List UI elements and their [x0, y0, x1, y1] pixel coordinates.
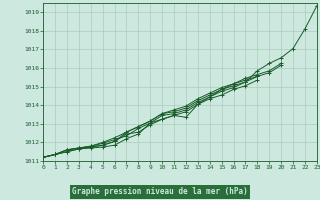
Text: Graphe pression niveau de la mer (hPa): Graphe pression niveau de la mer (hPa)	[72, 188, 248, 196]
